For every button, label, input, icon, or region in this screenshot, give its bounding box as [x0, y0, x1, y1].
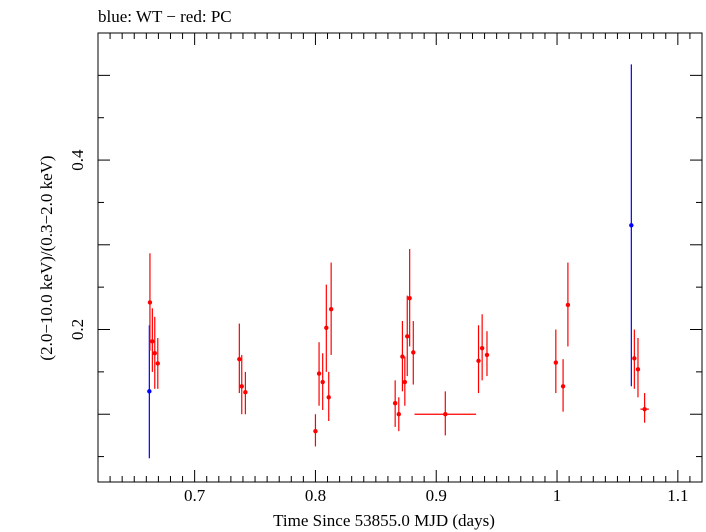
data-point: [560, 384, 566, 389]
data-point: [400, 354, 405, 359]
y-axis-label: (2.0−10.0 keV)/(0.3−2.0 keV): [37, 155, 56, 360]
data-point: [396, 412, 401, 417]
data-point: [243, 390, 248, 395]
x-axis: 0.7 0.8 0.9 1 1.1: [97, 33, 703, 505]
x-tick-label: 0.9: [426, 486, 447, 505]
data-point: [324, 325, 329, 331]
series-pc: [147, 249, 649, 447]
data-point: [443, 412, 448, 417]
y-tick-label: 0.4: [68, 149, 87, 171]
data-point: [316, 371, 322, 376]
data-point: [326, 395, 331, 400]
data-point: [629, 223, 634, 228]
x-tick-label: 0.7: [184, 486, 206, 505]
data-point: [147, 300, 153, 305]
data-point: [402, 379, 408, 385]
data-point: [565, 302, 571, 308]
data-point: [320, 379, 325, 385]
data-point: [632, 356, 637, 361]
data-point: [405, 334, 410, 339]
data-point: [476, 358, 481, 364]
data-point: [411, 350, 416, 355]
data-marks: [147, 64, 649, 459]
data-point: [392, 401, 398, 406]
data-point: [553, 360, 559, 365]
data-point: [155, 361, 160, 366]
series-wt: [147, 64, 634, 459]
x-axis-label: Time Since 53855.0 MJD (days): [273, 511, 495, 530]
x-tick-label: 1: [553, 486, 562, 505]
y-axis: 0.2 0.4: [68, 32, 702, 458]
y-tick-label: 0.2: [68, 319, 87, 340]
chart-title: blue: WT − red: PC: [98, 7, 232, 26]
data-point: [407, 295, 412, 301]
data-point: [313, 428, 318, 434]
data-point: [635, 367, 641, 372]
data-point: [479, 345, 485, 351]
data-point: [237, 356, 242, 362]
data-point: [150, 339, 155, 344]
x-tick-label: 1.1: [667, 486, 688, 505]
x-tick-label: 0.8: [305, 486, 326, 505]
data-point: [239, 384, 244, 389]
data-point: [642, 406, 647, 412]
data-point: [152, 351, 157, 356]
data-point: [328, 306, 334, 312]
data-point: [147, 389, 152, 394]
data-point: [484, 352, 490, 358]
